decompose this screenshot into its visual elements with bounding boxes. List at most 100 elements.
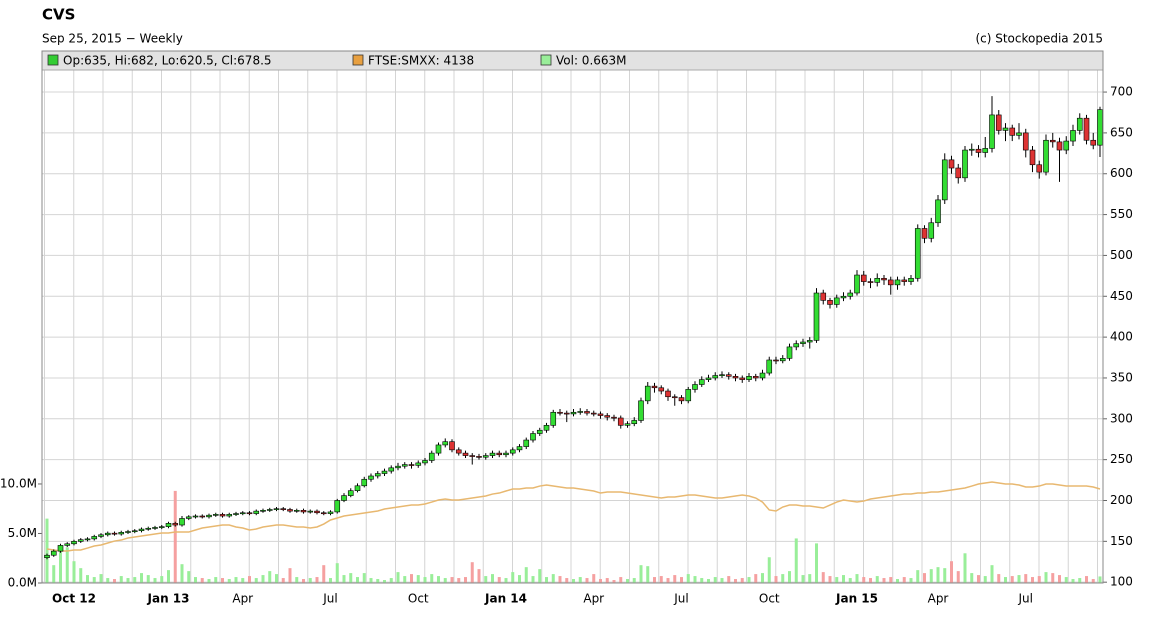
volume-bar bbox=[59, 548, 62, 583]
volume-bar bbox=[194, 577, 197, 583]
volume-bar bbox=[383, 580, 386, 583]
volume-layer bbox=[45, 490, 1102, 583]
volume-bar bbox=[207, 579, 211, 583]
candle-body bbox=[428, 452, 435, 461]
candle-body bbox=[692, 384, 698, 390]
candle-body bbox=[1083, 117, 1090, 141]
volume-bar bbox=[106, 578, 110, 583]
candle-body bbox=[982, 148, 989, 153]
candle-body bbox=[314, 510, 320, 514]
volume-bar bbox=[1098, 576, 1102, 583]
candle-body bbox=[827, 300, 833, 305]
candle-body bbox=[779, 358, 786, 362]
volume-bar bbox=[65, 547, 69, 583]
candle-body bbox=[968, 148, 975, 151]
volume-bar bbox=[653, 577, 656, 583]
volume-bar bbox=[639, 565, 643, 583]
volume-bar bbox=[457, 578, 461, 583]
candle-body bbox=[671, 396, 678, 399]
volume-bar bbox=[626, 579, 629, 583]
candle-body bbox=[455, 449, 462, 454]
volume-bar bbox=[572, 579, 575, 583]
volume-bar bbox=[835, 577, 839, 583]
candle-body bbox=[955, 167, 962, 179]
volume-bar bbox=[578, 577, 582, 583]
volume-bar bbox=[1037, 576, 1041, 583]
candle-body bbox=[705, 377, 712, 380]
candle-body bbox=[523, 439, 530, 447]
candle-body bbox=[368, 475, 374, 480]
volume-bar bbox=[180, 564, 184, 583]
candle-body bbox=[374, 473, 381, 477]
candle-body bbox=[118, 532, 125, 535]
legend-label: Op:635, Hi:682, Lo:620.5, Cl:678.5 bbox=[63, 54, 272, 68]
candle-body bbox=[1016, 132, 1022, 136]
legend-swatch bbox=[540, 54, 552, 66]
x-tick-label: Oct 12 bbox=[52, 592, 96, 606]
candle-body bbox=[435, 444, 442, 454]
candle-body bbox=[995, 114, 1002, 131]
volume-bar bbox=[990, 565, 994, 583]
volume-bar bbox=[86, 575, 89, 583]
volume-bar bbox=[774, 576, 778, 583]
volume-bar bbox=[740, 578, 744, 583]
candle-body bbox=[914, 228, 921, 279]
volume-bar bbox=[828, 576, 832, 583]
candle-body bbox=[887, 279, 894, 286]
candle-body bbox=[179, 518, 185, 526]
y-tick-label: 400 bbox=[1110, 330, 1133, 344]
volume-bar bbox=[302, 579, 305, 583]
candle-body bbox=[665, 390, 671, 398]
volume-bar bbox=[268, 571, 272, 583]
x-tick-label: Jan 14 bbox=[484, 592, 527, 606]
candle-body bbox=[253, 510, 260, 514]
x-tick-label: Jul bbox=[322, 592, 337, 606]
candle-body bbox=[327, 511, 334, 514]
volume-bar bbox=[187, 571, 191, 583]
y-tick-label: 300 bbox=[1110, 411, 1133, 425]
volume-bar bbox=[437, 576, 440, 583]
candle-body bbox=[138, 528, 145, 532]
volume-bar bbox=[592, 574, 596, 583]
volume-bar bbox=[1044, 572, 1048, 583]
volume-bar bbox=[99, 574, 103, 583]
candle-body bbox=[759, 372, 766, 379]
candle-body bbox=[874, 278, 881, 283]
candle-body bbox=[212, 514, 219, 516]
candle-body bbox=[381, 470, 388, 474]
volume-bar bbox=[585, 578, 589, 583]
volume-bar bbox=[403, 576, 407, 583]
grid-layer bbox=[42, 91, 1103, 583]
candle-body bbox=[260, 509, 266, 512]
volume-bar bbox=[376, 579, 380, 583]
candle-body bbox=[584, 411, 590, 414]
candle-body bbox=[206, 514, 212, 518]
candle-body bbox=[192, 515, 199, 518]
volume-bar bbox=[862, 577, 866, 583]
volume-bar bbox=[1078, 578, 1082, 583]
candle-body bbox=[536, 429, 543, 434]
volume-tick-label: 10.0M bbox=[0, 476, 37, 490]
candle-body bbox=[388, 467, 395, 472]
volume-bar bbox=[113, 579, 116, 583]
candle-body bbox=[476, 456, 482, 458]
volume-bar bbox=[693, 576, 697, 583]
candle-body bbox=[800, 341, 806, 344]
candle-body bbox=[1097, 109, 1103, 146]
volume-bar bbox=[173, 490, 177, 583]
volume-bar bbox=[977, 575, 980, 583]
candle-body bbox=[462, 452, 469, 456]
volume-bar bbox=[275, 574, 278, 583]
candle-body bbox=[678, 397, 685, 402]
candle-body bbox=[239, 512, 246, 515]
volume-bar bbox=[1031, 577, 1034, 583]
candle-body bbox=[341, 495, 347, 501]
volume-bar bbox=[484, 576, 488, 583]
volume-bar bbox=[821, 572, 825, 583]
volume-bar bbox=[315, 577, 319, 583]
candle-body bbox=[104, 532, 111, 536]
volume-bar bbox=[45, 518, 49, 583]
volume-bar bbox=[538, 569, 542, 583]
volume-bar bbox=[126, 578, 130, 583]
